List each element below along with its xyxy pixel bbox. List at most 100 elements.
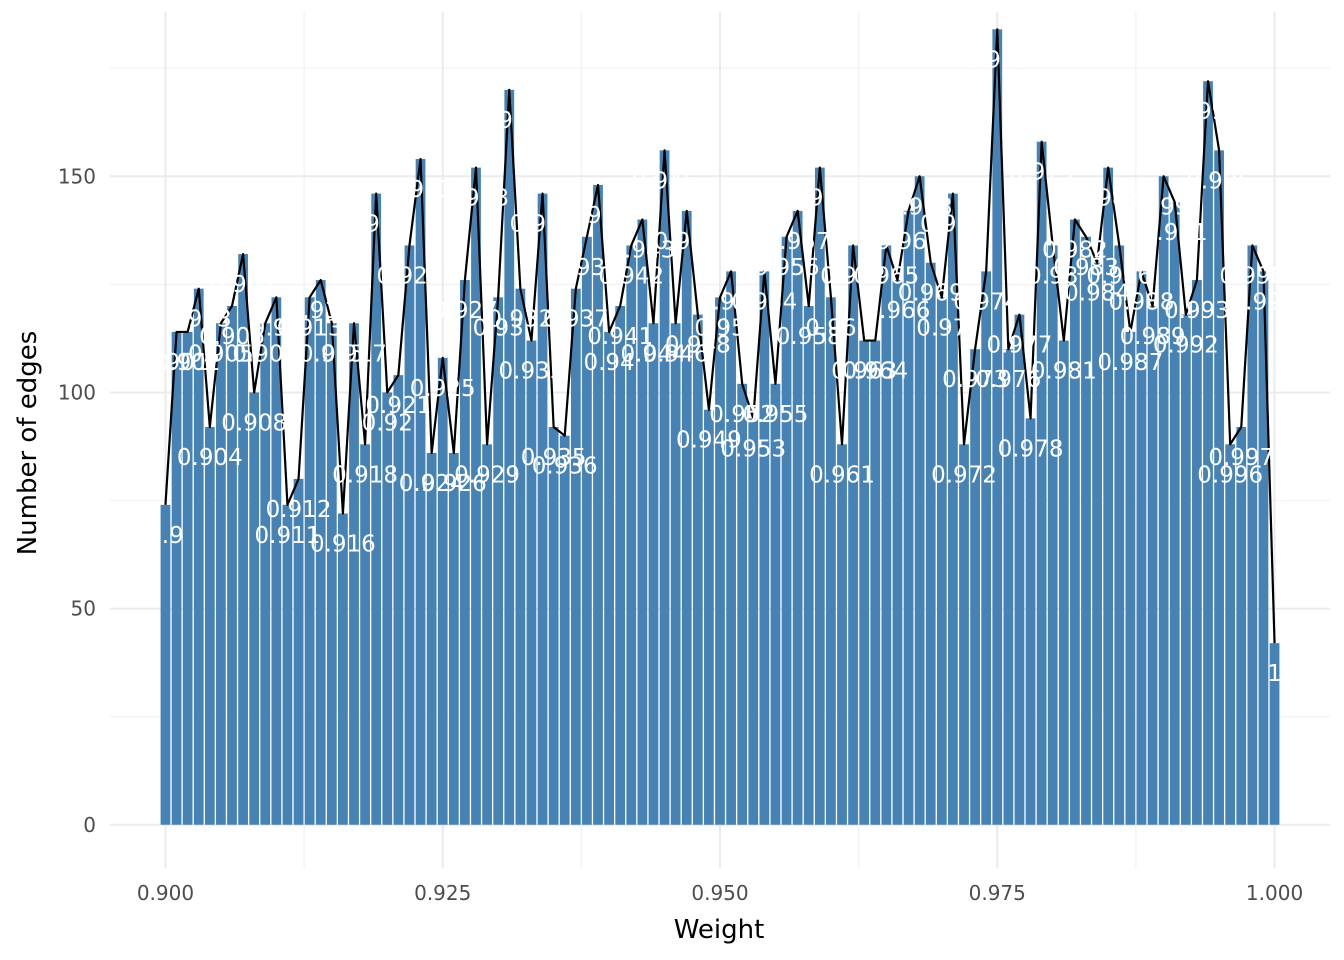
- bar-label: 0.9: [147, 523, 184, 549]
- bar-label: 0.901: [144, 350, 210, 376]
- bar-label: 0.935: [521, 445, 587, 471]
- bar: [903, 210, 914, 825]
- bar: [271, 297, 282, 825]
- bar-label: 0.988: [1109, 289, 1175, 315]
- bar-label: 0.926: [421, 471, 487, 497]
- bar-labels-group: 0.90.9010.9020.9030.9040.9050.9060.9070.…: [144, 47, 1297, 687]
- bar-label: 0.996: [1197, 462, 1263, 488]
- bar-label: 0.986: [1086, 263, 1152, 289]
- bar-label: 0.97: [916, 315, 967, 341]
- bar-label: 0.928: [443, 186, 509, 212]
- bar: [437, 357, 448, 825]
- bar: [182, 331, 193, 825]
- bar-label: 0.93: [473, 315, 524, 341]
- bar: [604, 331, 614, 825]
- bar-label: 0.927: [432, 298, 498, 324]
- bar-label: 0.961: [809, 462, 875, 488]
- bar-label: 0.997: [1208, 445, 1274, 471]
- x-tick-labels: 0.900 0.925 0.950 0.975 1.000: [137, 881, 1303, 905]
- bar: [792, 210, 803, 825]
- bar-label: 0.91: [251, 315, 302, 341]
- bar: [482, 444, 492, 825]
- bar: [848, 245, 858, 825]
- bar: [1147, 305, 1158, 825]
- bar: [859, 340, 870, 825]
- bar-label: 0.983: [1053, 255, 1119, 281]
- bar-label: 0.953: [720, 436, 786, 462]
- x-tick-label: 0.950: [691, 881, 748, 905]
- bar-label: 0.96: [805, 315, 856, 341]
- bar: [1158, 176, 1169, 825]
- bar: [1247, 245, 1258, 825]
- bar: [393, 375, 404, 825]
- bar-label: 0.911: [255, 523, 321, 549]
- bar: [249, 392, 260, 825]
- bar: [726, 271, 736, 825]
- bar: [526, 340, 537, 825]
- bar-label: 0.92: [362, 410, 413, 436]
- bar: [371, 193, 382, 825]
- bar: [204, 427, 215, 825]
- bar: [814, 167, 825, 825]
- bar: [1136, 271, 1147, 825]
- bar: [992, 29, 1003, 825]
- bar: [1269, 643, 1280, 825]
- bar-label: 0.936: [532, 454, 598, 480]
- bar-label: 0.906: [199, 324, 265, 350]
- bar-label: 0.999: [1231, 289, 1297, 315]
- bar-label: 0.912: [266, 497, 332, 523]
- bar: [1169, 202, 1180, 825]
- bar-label: 0.957: [765, 229, 831, 255]
- bar-label: 0.991: [1142, 220, 1208, 246]
- bar: [1214, 150, 1224, 825]
- bar: [537, 193, 548, 825]
- bar: [770, 383, 781, 825]
- bar-label: 0.949: [676, 428, 742, 454]
- bar-label: 0.966: [865, 298, 931, 324]
- bar: [681, 210, 692, 825]
- bar: [981, 271, 992, 825]
- bar: [238, 254, 248, 825]
- bar: [1114, 245, 1125, 825]
- bar-label: 0.99: [1138, 194, 1189, 220]
- bar-label: 0.915: [299, 341, 365, 367]
- bar-label: 0.976: [975, 367, 1041, 393]
- bar-label: 0.968: [887, 194, 953, 220]
- bar-label: 0.974: [953, 289, 1019, 315]
- bar: [1103, 167, 1114, 825]
- bar-label: 0.958: [776, 324, 842, 350]
- bar: [1036, 141, 1047, 825]
- bar-label: 0.929: [454, 462, 520, 488]
- bar-label: 0.919: [343, 212, 409, 238]
- bar-label: 0.924: [399, 471, 465, 497]
- bar: [948, 193, 958, 825]
- bar: [870, 340, 881, 825]
- bar-label: 0.922: [377, 263, 443, 289]
- bar-label: 0.932: [487, 307, 553, 333]
- bar: [626, 245, 637, 825]
- bar-label: 0.963: [831, 359, 897, 385]
- bar-label: 0.985: [1075, 186, 1141, 212]
- bar-label: 0.967: [876, 229, 942, 255]
- bar-label: 0.925: [410, 376, 476, 402]
- bar: [260, 323, 271, 825]
- bar: [615, 305, 626, 825]
- bar: [1180, 314, 1191, 825]
- bar-label: 0.916: [310, 531, 376, 557]
- bar: [659, 150, 670, 825]
- bar: [1003, 349, 1014, 825]
- bar: [504, 89, 515, 825]
- bar: [737, 383, 748, 825]
- bar: [160, 504, 171, 825]
- bar: [970, 349, 980, 825]
- bar-label: 1: [1267, 661, 1282, 687]
- bar: [781, 236, 792, 825]
- bar-label: 0.913: [277, 315, 343, 341]
- bar: [338, 513, 348, 825]
- bar-label: 0.905: [188, 341, 254, 367]
- bar: [1058, 340, 1069, 825]
- y-tick-label: 150: [58, 164, 96, 188]
- bar-label: 0.941: [587, 324, 653, 350]
- bar: [637, 219, 648, 825]
- y-tick-label: 50: [71, 597, 96, 621]
